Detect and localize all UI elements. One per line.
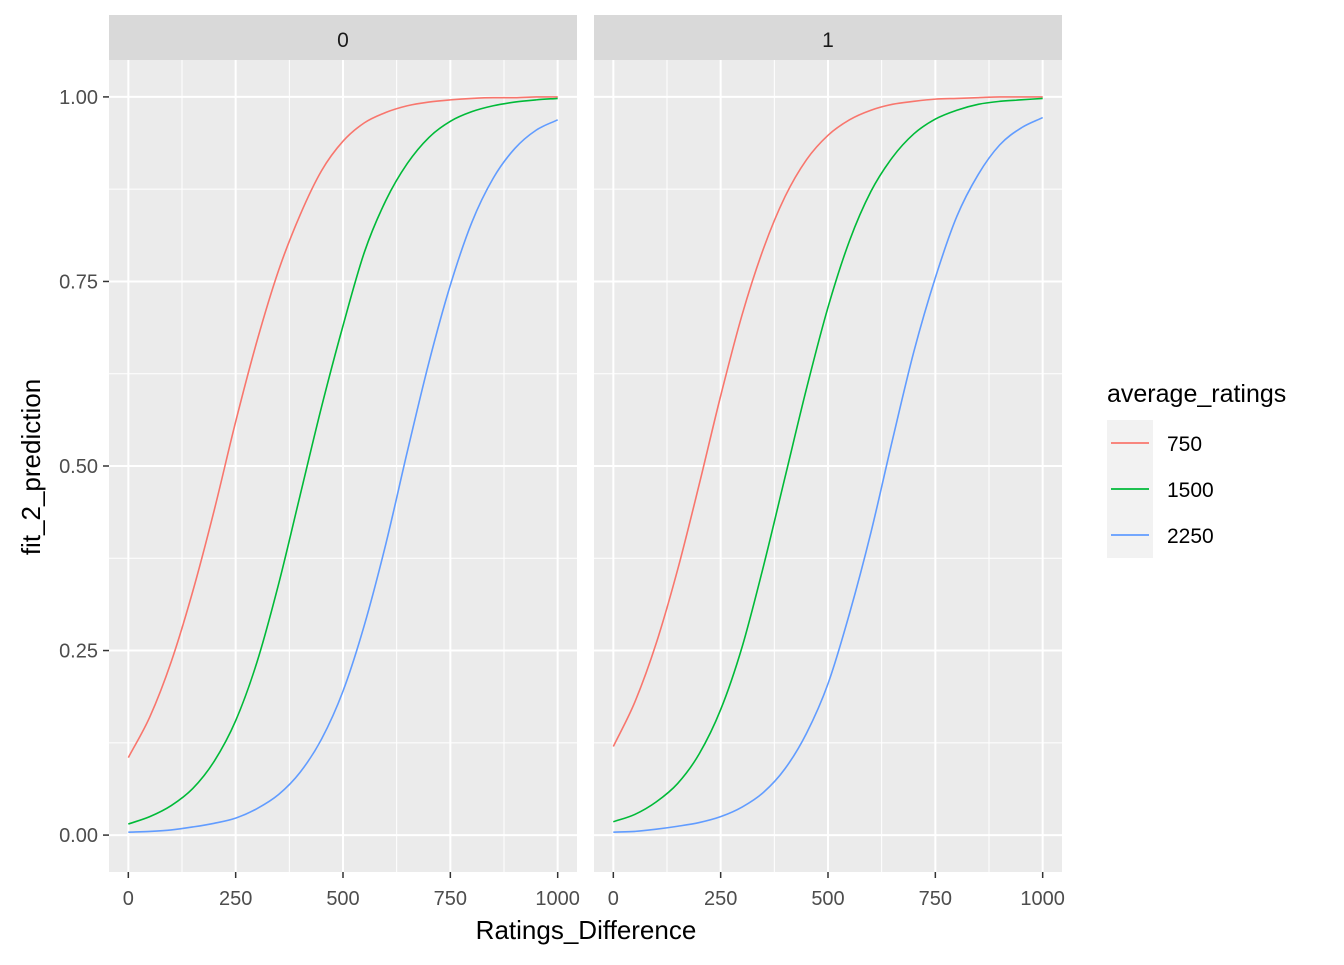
x-tick-label: 750 — [919, 888, 952, 910]
legend: average_ratings 750 1500 2250 — [1107, 380, 1286, 558]
y-tick-label: 1.00 — [59, 87, 98, 109]
x-tick-label: 500 — [326, 888, 359, 910]
x-tick-label: 1000 — [1020, 888, 1065, 910]
facet-strip — [594, 15, 1062, 60]
x-tick-label: 500 — [811, 888, 844, 910]
legend-label-750: 750 — [1167, 433, 1202, 456]
legend-label-1500: 1500 — [1167, 479, 1214, 502]
series-line-750 — [612, 96, 1043, 747]
y-axis: 0.00 0.25 0.50 0.75 1.00 — [59, 87, 109, 847]
series-line-2250 — [613, 116, 1044, 833]
series-line-1500 — [128, 97, 558, 825]
facet-panel-0: 0 — [109, 15, 577, 872]
y-tick-label: 0.50 — [59, 456, 98, 478]
facet-strip-label: 1 — [822, 29, 834, 52]
facet-strip-label: 0 — [337, 29, 349, 52]
y-tick-label: 0.00 — [59, 825, 98, 847]
x-axis-0: 0 250 500 750 1000 — [123, 872, 580, 910]
x-axes: 0 250 500 750 1000 0 250 500 750 1000 — [123, 872, 1065, 910]
legend-title: average_ratings — [1107, 380, 1286, 408]
y-tick-label: 0.75 — [59, 271, 98, 293]
x-axis-title: Ratings_Difference — [476, 915, 697, 945]
x-tick-label: 0 — [123, 888, 134, 910]
x-axis-1: 0 250 500 750 1000 — [608, 872, 1065, 910]
x-tick-label: 250 — [219, 888, 252, 910]
x-tick-label: 250 — [704, 888, 737, 910]
x-tick-label: 750 — [434, 888, 467, 910]
series-line-2250 — [128, 119, 559, 833]
legend-label-2250: 2250 — [1167, 525, 1214, 548]
x-tick-label: 1000 — [535, 888, 580, 910]
series-line-750 — [127, 96, 558, 758]
facet-panel-1: 1 — [594, 15, 1062, 872]
series-line-1500 — [613, 97, 1043, 823]
x-tick-label: 0 — [608, 888, 619, 910]
y-tick-label: 0.25 — [59, 641, 98, 663]
facet-strip — [109, 15, 577, 60]
y-axis-title: fit_2_prediction — [16, 379, 46, 555]
